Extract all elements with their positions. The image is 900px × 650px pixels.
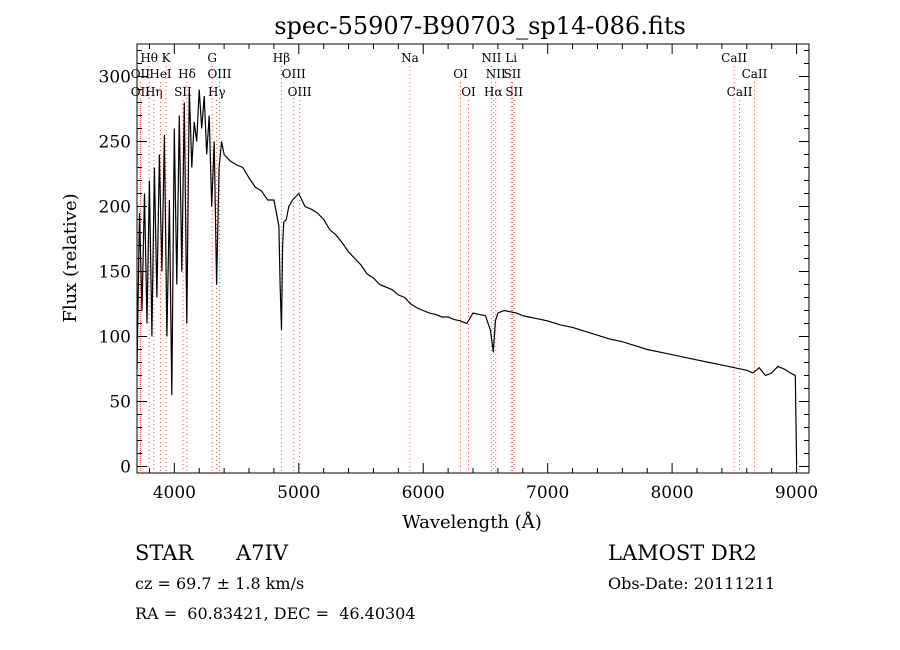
obs-date: Obs-Date: 20111211	[608, 574, 776, 593]
line-label-OIII: OIII	[282, 67, 306, 81]
plot-frame	[136, 43, 810, 474]
line-label-CaII: CaII	[721, 51, 747, 65]
line-label-NII: NII	[486, 67, 506, 81]
y-tick-label: 150	[99, 263, 131, 283]
line-label-SII: SII	[505, 85, 523, 99]
line-label-OII: OII	[131, 67, 151, 81]
line-label-SII: SII	[503, 67, 521, 81]
line-label-CaII: CaII	[727, 85, 753, 99]
line-label-K: K	[162, 51, 172, 65]
line-label-OIII: OIII	[288, 85, 312, 99]
line-label-Hγ: Hγ	[208, 85, 226, 99]
axes: 4000 5000 6000 7000 8000 9000 0 50 100 150 200 250 3…	[99, 44, 818, 503]
x-tick-label: 7000	[526, 483, 569, 503]
line-label-CaII: CaII	[742, 67, 768, 81]
y-tick-label: 300	[99, 68, 131, 88]
line-label-NII: NII	[481, 51, 501, 65]
line-label-Na: Na	[401, 51, 419, 65]
line-label-Hβ: Hβ	[273, 51, 290, 65]
line-label-Hθ: Hθ	[140, 51, 158, 65]
line-label-Hδ: Hδ	[178, 67, 196, 81]
line-label-SII: SII	[174, 85, 192, 99]
y-tick-label: 100	[99, 328, 131, 348]
chart-title: spec-55907-B90703_sp14-086.fits	[274, 12, 686, 40]
x-tick-label: 5000	[277, 483, 320, 503]
line-label-G: G	[207, 51, 217, 65]
line-label-OI: OI	[461, 85, 476, 99]
line-label-OII: OII	[131, 85, 151, 99]
line-label-Hα: Hα	[484, 85, 503, 99]
y-tick-label: 0	[120, 458, 131, 478]
survey-name: LAMOST DR2	[608, 541, 757, 565]
object-type: STAR	[135, 541, 194, 565]
line-label-OIII: OIII	[207, 67, 231, 81]
x-tick-label: 6000	[402, 483, 445, 503]
coordinates: RA = 60.83421, DEC = 46.40304	[135, 604, 416, 623]
y-axis-label: Flux (relative)	[60, 193, 81, 322]
redshift-cz: cz = 69.7 ± 1.8 km/s	[135, 574, 305, 593]
subclass: A7IV	[236, 541, 288, 565]
x-axis-label: Wavelength (Å)	[402, 511, 542, 533]
line-label-Hη: Hη	[145, 85, 163, 99]
x-tick-label: 8000	[650, 483, 693, 503]
y-tick-label: 50	[109, 393, 131, 413]
x-tick-label: 9000	[775, 483, 818, 503]
line-label-OI: OI	[453, 67, 468, 81]
y-tick-label: 200	[99, 198, 131, 218]
y-tick-label: 250	[99, 133, 131, 153]
line-label-Li: Li	[505, 51, 517, 65]
flux-series-line	[136, 89, 798, 464]
line-label-HeI: HeI	[149, 67, 172, 81]
x-tick-label: 4000	[153, 483, 196, 503]
